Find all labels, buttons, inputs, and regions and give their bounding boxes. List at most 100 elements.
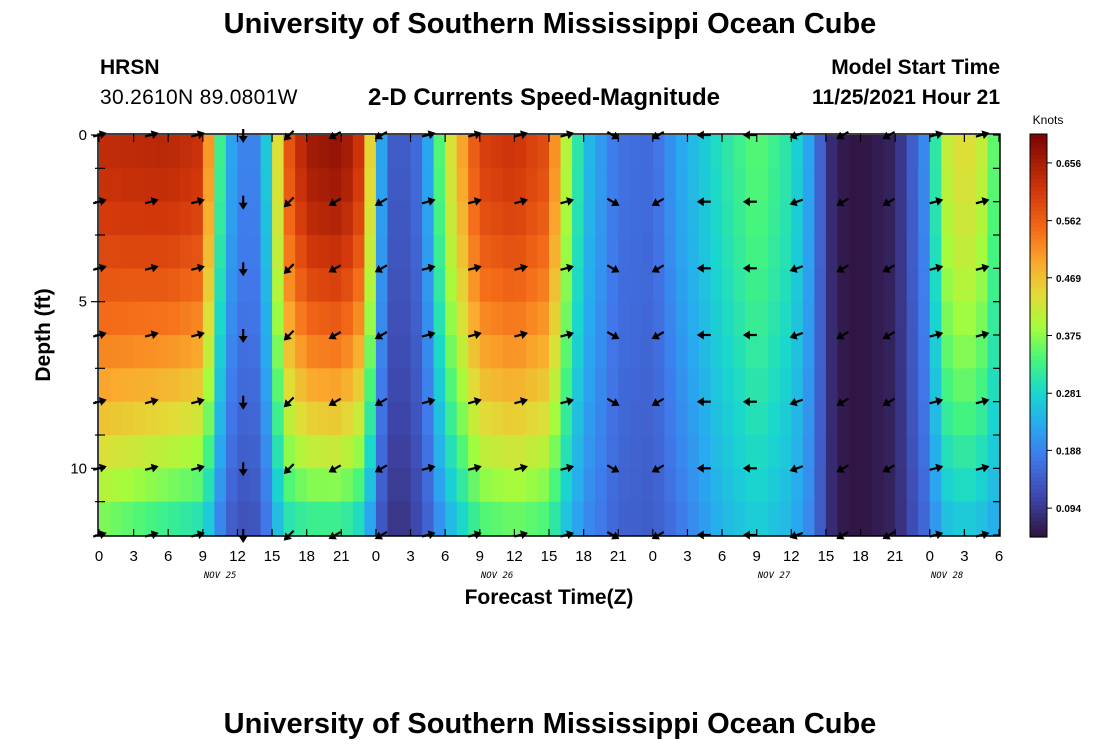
heatmap-cell bbox=[583, 268, 596, 303]
heatmap-cell bbox=[364, 468, 377, 503]
colorbar-segment bbox=[1030, 464, 1047, 470]
heatmap-cell bbox=[802, 501, 815, 536]
heatmap-cell bbox=[214, 435, 227, 469]
heatmap-cell bbox=[906, 501, 919, 536]
heatmap-cell bbox=[987, 335, 1000, 369]
heatmap-cell bbox=[745, 168, 758, 203]
heatmap-cell bbox=[110, 335, 123, 369]
heatmap-cell bbox=[641, 335, 654, 369]
heatmap-cell bbox=[641, 301, 654, 336]
heatmap-cell bbox=[433, 501, 446, 536]
heatmap-cell bbox=[906, 401, 919, 436]
heatmap-cell bbox=[537, 201, 550, 236]
heatmap-cell bbox=[849, 135, 862, 169]
colorbar-segment bbox=[1030, 395, 1047, 401]
colorbar-segment bbox=[1030, 444, 1047, 449]
heatmap-cell bbox=[837, 368, 850, 403]
heatmap-cell bbox=[433, 135, 446, 169]
heatmap-cell bbox=[641, 435, 654, 469]
heatmap-cell bbox=[549, 235, 562, 269]
heatmap-cell bbox=[156, 268, 169, 303]
heatmap-cell bbox=[918, 501, 931, 536]
heatmap-cell bbox=[110, 468, 123, 503]
heatmap-cell bbox=[837, 468, 850, 503]
heatmap-cell bbox=[237, 335, 250, 369]
colorbar-segment bbox=[1030, 311, 1047, 316]
heatmap-cell bbox=[306, 301, 319, 336]
colorbar-segment bbox=[1030, 399, 1047, 405]
current-vector-arrow bbox=[238, 462, 248, 477]
heatmap-cell bbox=[964, 435, 977, 469]
heatmap-cell bbox=[306, 468, 319, 503]
heatmap-cell bbox=[687, 435, 700, 469]
heatmap-cell bbox=[214, 201, 227, 236]
current-vector-arrow bbox=[836, 331, 849, 340]
heatmap-cell bbox=[664, 135, 677, 169]
heatmap-cell bbox=[514, 468, 527, 503]
heatmap-cell bbox=[941, 368, 954, 403]
heatmap-cell bbox=[929, 301, 942, 336]
colorbar-segment bbox=[1030, 512, 1047, 518]
colorbar-segment bbox=[1030, 327, 1047, 333]
heatmap-cell bbox=[272, 201, 285, 236]
heatmap-cell bbox=[906, 301, 919, 336]
heatmap-cell bbox=[133, 368, 146, 403]
heatmap-cell bbox=[941, 401, 954, 436]
current-vector-arrow bbox=[836, 264, 849, 273]
heatmap-cell bbox=[214, 468, 227, 503]
heatmap-cell bbox=[525, 435, 539, 469]
heatmap-cell bbox=[156, 168, 169, 203]
heatmap-cell bbox=[675, 501, 689, 536]
heatmap-cell bbox=[825, 335, 839, 369]
heatmap-cell bbox=[618, 268, 631, 303]
heatmap-cell bbox=[272, 268, 285, 303]
heatmap-cell bbox=[168, 168, 181, 203]
current-vector-arrow bbox=[651, 464, 665, 473]
heatmap-cell bbox=[641, 168, 654, 203]
heatmap-cell bbox=[941, 468, 954, 503]
heatmap-cell bbox=[272, 168, 285, 203]
heatmap-cell bbox=[583, 501, 596, 536]
colorbar-segment bbox=[1030, 432, 1047, 437]
heatmap-cell bbox=[825, 435, 839, 469]
heatmap-cell bbox=[860, 401, 873, 436]
heatmap-cell bbox=[433, 468, 446, 503]
heatmap-cell bbox=[537, 235, 550, 269]
heatmap-cell bbox=[929, 368, 942, 403]
heatmap-cell bbox=[502, 201, 515, 236]
heatmap-cell bbox=[722, 301, 735, 336]
current-vector-arrow bbox=[560, 463, 575, 473]
heatmap-cell bbox=[225, 335, 239, 369]
heatmap-cell bbox=[525, 301, 539, 336]
heatmap-cell bbox=[225, 468, 239, 503]
heatmap-cell bbox=[352, 168, 365, 203]
current-vector-arrow bbox=[882, 397, 896, 407]
colorbar-segment bbox=[1030, 162, 1047, 167]
heatmap-cell bbox=[733, 501, 746, 536]
heatmap-cell bbox=[525, 135, 539, 169]
heatmap-cell bbox=[99, 268, 112, 303]
heatmap-cell bbox=[883, 135, 896, 169]
current-vector-arrow bbox=[144, 263, 159, 273]
heatmap-cell bbox=[410, 268, 423, 303]
heatmap-cell bbox=[849, 501, 862, 536]
colorbar-segment bbox=[1030, 387, 1047, 393]
heatmap-cell bbox=[779, 435, 792, 469]
heatmap-cell bbox=[906, 168, 919, 203]
heatmap-cell bbox=[318, 301, 331, 336]
colorbar-segment bbox=[1030, 262, 1047, 268]
heatmap-cell bbox=[652, 235, 665, 269]
heatmap-cell bbox=[837, 501, 850, 536]
heatmap-cell bbox=[329, 168, 342, 203]
heatmap-cell bbox=[987, 401, 1000, 436]
heatmap-cell bbox=[191, 435, 204, 469]
heatmap-cell bbox=[837, 268, 850, 303]
heatmap-cell bbox=[652, 268, 665, 303]
colorbar-segment bbox=[1030, 258, 1047, 264]
heatmap-cell bbox=[733, 368, 746, 403]
heatmap-cell bbox=[341, 135, 354, 169]
heatmap-cell bbox=[699, 301, 712, 336]
x-axis: 0 3 6 9 12 15 18 21 0 3 6 9 12 15 18 21 0 3 6 9 12 15 18 21 0 3 6 N… bbox=[95, 134, 1003, 581]
heatmap-cell bbox=[410, 501, 423, 536]
